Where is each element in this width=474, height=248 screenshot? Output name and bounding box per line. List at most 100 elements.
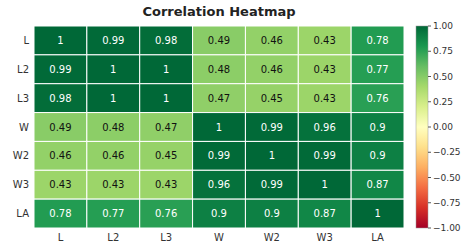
cell xyxy=(87,26,140,55)
cells xyxy=(34,26,404,228)
cell xyxy=(34,113,87,142)
chart: Correlation Heatmap 1 0.99 0.98 0.49 0.46 0.43… xyxy=(0,0,474,248)
cell-label: 0.99 xyxy=(261,122,283,133)
cell xyxy=(298,113,351,142)
cell xyxy=(34,141,87,170)
cell-label: 1 xyxy=(163,64,169,75)
x-tick-label: W3 xyxy=(317,232,333,243)
cell xyxy=(140,199,193,228)
cell-label: 0.87 xyxy=(314,208,336,219)
cell-label: 0.9 xyxy=(370,150,386,161)
cell xyxy=(245,55,298,84)
colorbar-tick-label: −0.50 xyxy=(433,173,461,183)
cell-label: 0.96 xyxy=(314,122,336,133)
cell xyxy=(245,84,298,113)
cell xyxy=(193,141,246,170)
cell xyxy=(245,141,298,170)
colorbar-tick-label: 1.00 xyxy=(433,21,453,31)
cell-label: 0.47 xyxy=(155,122,177,133)
cell xyxy=(351,55,404,84)
cell-label: 0.77 xyxy=(102,208,124,219)
cell xyxy=(87,199,140,228)
cell-label: 0.9 xyxy=(211,208,227,219)
cell xyxy=(193,84,246,113)
cell-label: 0.96 xyxy=(208,179,230,190)
colorbar-tick xyxy=(428,152,431,153)
cell-label: 0.78 xyxy=(366,35,388,46)
cell-label: 1 xyxy=(163,93,169,104)
cell xyxy=(140,113,193,142)
x-tick-label: W xyxy=(214,232,224,243)
cell xyxy=(298,84,351,113)
colorbar-tick-label: −0.25 xyxy=(433,147,461,157)
cell xyxy=(351,84,404,113)
cell xyxy=(298,26,351,55)
x-tick-label: W2 xyxy=(264,232,280,243)
x-tick-label: L3 xyxy=(160,232,172,243)
cell xyxy=(298,55,351,84)
cell-label: 0.48 xyxy=(102,122,124,133)
cell-label: 0.98 xyxy=(49,93,71,104)
cell-label: 1 xyxy=(57,35,63,46)
cell xyxy=(34,84,87,113)
cell-label: 0.46 xyxy=(102,150,124,161)
cell xyxy=(298,170,351,199)
y-tick-label: L3 xyxy=(17,93,29,104)
cell-label: 0.45 xyxy=(261,93,283,104)
colorbar-tick-label: −1.00 xyxy=(433,223,461,233)
colorbar-tick-label: −0.75 xyxy=(433,198,461,208)
cell-label: 0.46 xyxy=(261,35,283,46)
cell-label: 0.49 xyxy=(208,35,230,46)
cell-label: 0.77 xyxy=(366,64,388,75)
y-tick-label: W3 xyxy=(13,179,29,190)
x-tick-label: L xyxy=(58,232,64,243)
cell-label: 0.43 xyxy=(314,93,336,104)
cell xyxy=(34,170,87,199)
cell xyxy=(245,199,298,228)
cell xyxy=(193,199,246,228)
cell xyxy=(140,26,193,55)
cell xyxy=(87,170,140,199)
cell-label: 0.46 xyxy=(261,64,283,75)
y-tick-label: W xyxy=(19,122,29,133)
cell xyxy=(245,170,298,199)
cell xyxy=(298,199,351,228)
colorbar-tick xyxy=(428,177,431,178)
cell-label: 0.43 xyxy=(155,179,177,190)
x-tick-label: LA xyxy=(371,232,384,243)
colorbar-tick-label: 0.00 xyxy=(433,122,453,132)
cell xyxy=(351,199,404,228)
cell xyxy=(87,113,140,142)
colorbar-tick xyxy=(428,127,431,128)
cell-label: 0.46 xyxy=(49,150,71,161)
cell-label: 0.43 xyxy=(314,35,336,46)
cell-label: 0.99 xyxy=(261,179,283,190)
cell xyxy=(351,113,404,142)
cell-label: 1 xyxy=(110,64,116,75)
title: Correlation Heatmap xyxy=(142,4,295,19)
colorbar xyxy=(416,26,428,228)
cell-label: 0.43 xyxy=(314,64,336,75)
colorbar-tick xyxy=(428,76,431,77)
cell xyxy=(245,113,298,142)
cell xyxy=(140,141,193,170)
cell-label: 0.9 xyxy=(264,208,280,219)
cell xyxy=(34,199,87,228)
cell xyxy=(87,141,140,170)
cell xyxy=(351,26,404,55)
colorbar-tick-label: 0.25 xyxy=(433,97,453,107)
colorbar-tick-label: 0.50 xyxy=(433,72,453,82)
cell-label: 1 xyxy=(216,122,222,133)
x-tick-label: L2 xyxy=(107,232,119,243)
cell xyxy=(193,55,246,84)
cell-label: 0.48 xyxy=(208,64,230,75)
cell-label: 1 xyxy=(374,208,380,219)
cell-label: 0.49 xyxy=(49,122,71,133)
cell-label: 1 xyxy=(110,93,116,104)
cell xyxy=(34,26,87,55)
cell-label: 0.9 xyxy=(370,122,386,133)
cell-label: 0.78 xyxy=(49,208,71,219)
cell xyxy=(193,26,246,55)
cell-label: 0.99 xyxy=(49,64,71,75)
cell-label: 1 xyxy=(269,150,275,161)
